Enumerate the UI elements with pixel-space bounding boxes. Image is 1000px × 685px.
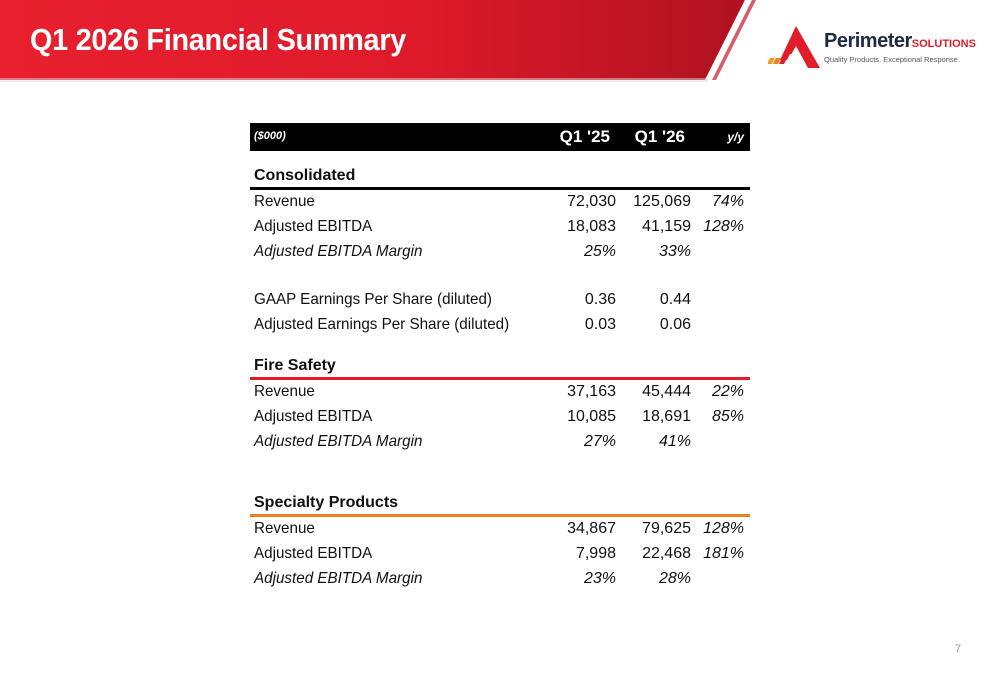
logo-name-text: Perimeter [824,30,912,52]
row-label: GAAP Earnings Per Share (diluted) [254,291,492,308]
section-rule-specialty-products [250,514,750,517]
section-rule-consolidated [250,187,750,190]
row-label: Adjusted Earnings Per Share (diluted) [254,316,510,333]
value-yy: 128% [703,520,744,537]
row-label: Adjusted EBITDA Margin [254,570,423,587]
table-row: Adjusted EBITDA Margin 25% 33% [250,240,750,265]
column-header-q1-26: Q1 '26 [634,127,685,146]
table-row: Adjusted EBITDA Margin 27% 41% [250,430,750,455]
value-q1-25: 18,083 [567,218,616,235]
value-q1-26: 0.06 [659,316,691,333]
value-q1-26: 79,625 [642,520,691,537]
value-yy: 181% [703,545,744,562]
value-q1-25: 37,163 [567,383,616,400]
section-label: Specialty Products [254,494,399,511]
value-q1-25: 25% [583,243,616,260]
logo-wordmark: PerimeterSOLUTIONS [824,30,976,53]
value-q1-26: 28% [658,570,691,587]
table-header: ($000) Q1 '25 Q1 '26 y/y [250,123,750,151]
row-label: Revenue [254,193,315,210]
value-q1-26: 33% [658,243,691,260]
row-label: Revenue [254,383,315,400]
row-label: Adjusted EBITDA Margin [254,243,423,260]
page-number: 7 [955,643,962,655]
value-yy: 74% [711,193,744,210]
column-header-yy: y/y [727,130,744,144]
table-row: Adjusted EBITDA 7,998 22,468 181% [250,542,750,567]
value-q1-25: 72,030 [567,193,616,210]
column-header-q1-25: Q1 '25 [559,127,610,146]
value-q1-26: 0.44 [659,291,691,308]
value-yy: 22% [711,383,744,400]
perimeter-logo-icon [768,26,820,68]
table-row: Revenue 37,163 45,444 22% [250,380,750,405]
table-row: Adjusted Earnings Per Share (diluted) 0.… [250,313,750,338]
value-q1-25: 0.36 [584,291,616,308]
row-label: Adjusted EBITDA [254,408,373,425]
table-row: Adjusted EBITDA 10,085 18,691 85% [250,405,750,430]
section-rule-fire-safety [250,377,750,380]
financial-summary-table: ($000) Q1 '25 Q1 '26 y/y Consolidated Re… [250,123,750,592]
value-q1-26: 18,691 [642,408,691,425]
section-title-specialty-products: Specialty Products [250,489,750,514]
row-label: Revenue [254,520,315,537]
logo-name-suffix: SOLUTIONS [911,38,976,50]
table-row: Revenue 72,030 125,069 74% [250,190,750,215]
value-yy: 128% [703,218,744,235]
value-q1-25: 10,085 [567,408,616,425]
table-row: GAAP Earnings Per Share (diluted) 0.36 0… [250,288,750,313]
value-q1-25: 27% [583,433,616,450]
section-title-consolidated: Consolidated [250,162,750,187]
value-q1-26: 45,444 [642,383,691,400]
value-q1-25: 7,998 [575,545,616,562]
logo-tagline: Quality Products. Exceptional Response. [824,55,960,64]
section-label: Fire Safety [254,357,336,374]
table-row: Adjusted EBITDA Margin 23% 28% [250,567,750,592]
section-label: Consolidated [254,167,356,184]
page-title: Q1 2026 Financial Summary [30,22,407,57]
value-q1-25: 0.03 [584,316,616,333]
value-q1-26: 41,159 [642,218,691,235]
row-label: Adjusted EBITDA Margin [254,433,423,450]
units-label: ($000) [254,130,286,142]
value-q1-25: 23% [583,570,616,587]
row-label: Adjusted EBITDA [254,545,373,562]
value-q1-25: 34,867 [567,520,616,537]
table-row: Adjusted EBITDA 18,083 41,159 128% [250,215,750,240]
value-q1-26: 22,468 [642,545,691,562]
header-banner: Q1 2026 Financial Summary [0,0,1000,82]
value-q1-26: 125,069 [633,193,691,210]
row-label: Adjusted EBITDA [254,218,373,235]
value-q1-26: 41% [658,433,691,450]
section-title-fire-safety: Fire Safety [250,352,750,377]
banner-background [0,0,756,82]
table-row: Revenue 34,867 79,625 128% [250,517,750,542]
company-logo: PerimeterSOLUTIONS Quality Products. Exc… [768,24,978,70]
value-yy: 85% [711,408,744,425]
